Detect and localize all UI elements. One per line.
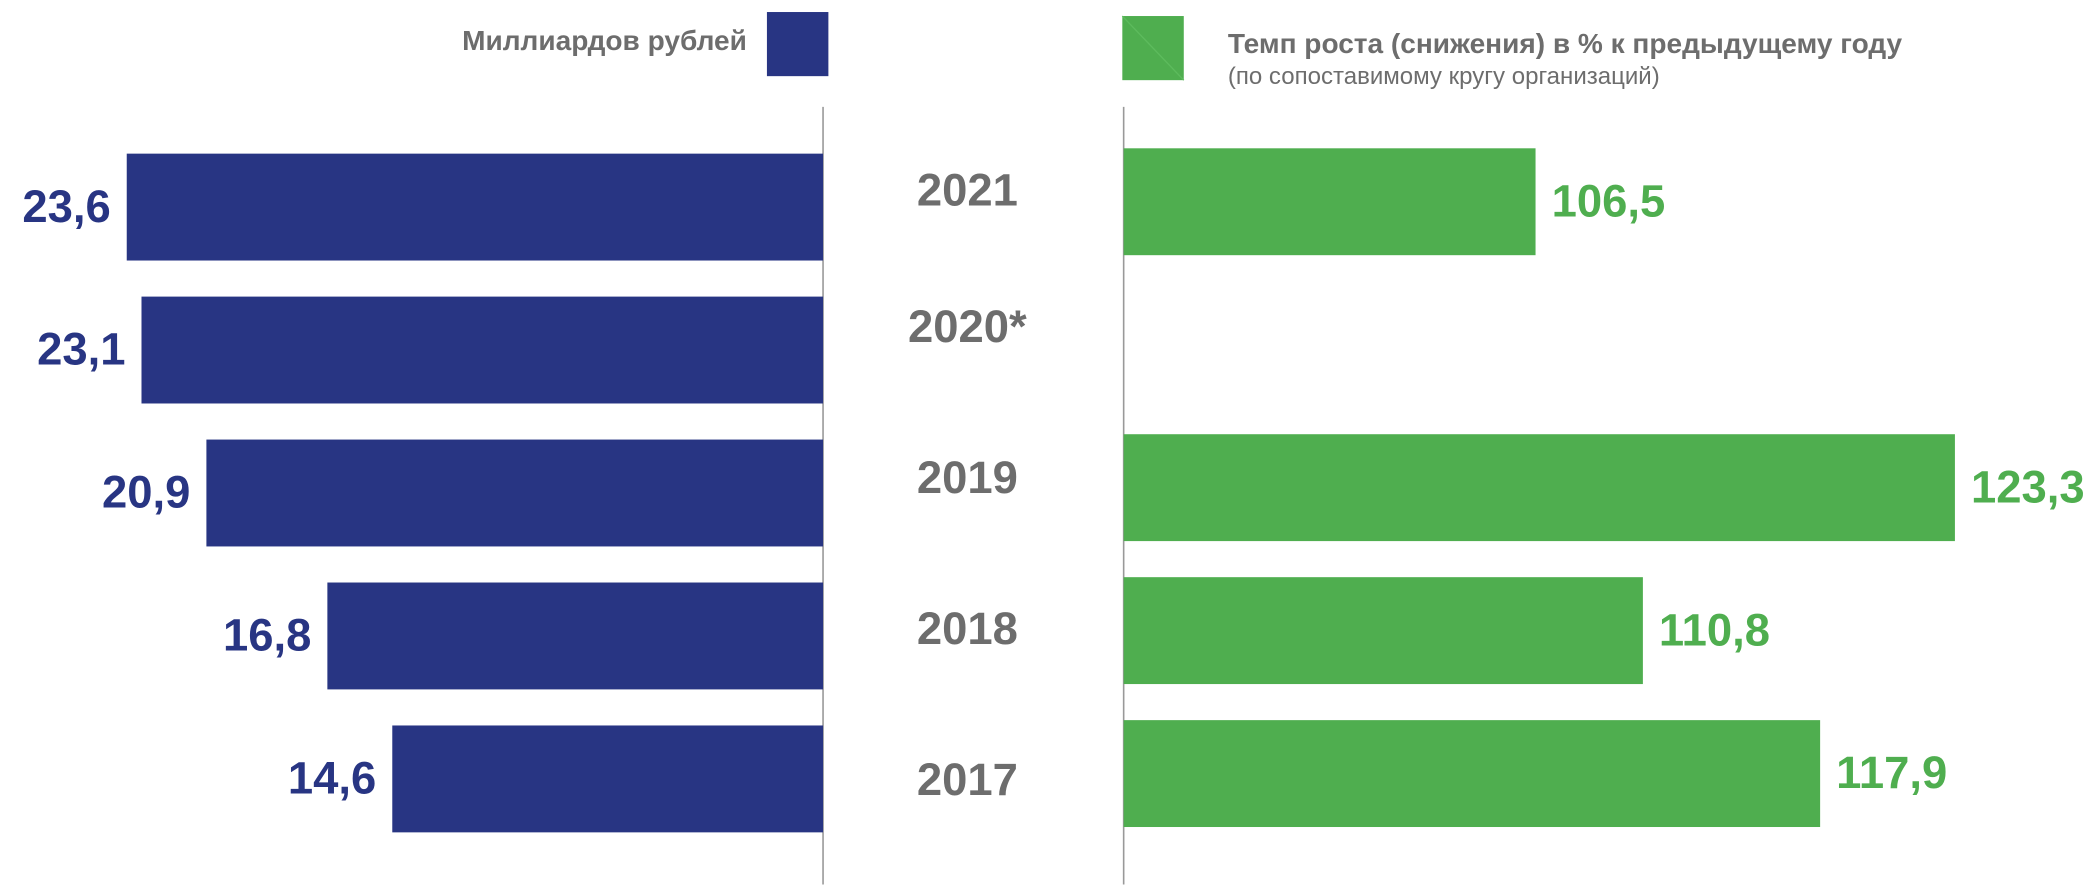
legend-label: Миллиардов рублей [462,25,747,56]
bar [392,725,824,833]
legend-label: Темп роста (снижения) в % к предыдущему … [1228,28,1903,59]
bar [1123,720,1821,828]
value-label: 23,6 [22,181,110,232]
value-label: 16,8 [223,610,311,661]
category-label: 2018 [917,603,1018,654]
bar [126,153,824,261]
legend-swatch-edge [1121,15,1185,81]
bar [1123,434,1955,542]
category-label: 2021 [917,165,1018,216]
bar [206,439,824,547]
value-label: 106,5 [1552,175,1666,226]
value-label: 117,9 [1836,747,1947,798]
bar [1123,577,1643,685]
category-label: 2017 [917,754,1018,805]
legend-swatch [766,12,829,77]
category-label: 2019 [917,452,1018,503]
bar [327,582,824,690]
legend-note: (по сопоставимому кругу организаций) [1228,63,1660,90]
value-label: 20,9 [102,467,190,518]
value-label: 23,1 [37,324,125,375]
category-label: 2020* [908,301,1027,352]
bar [141,296,824,404]
value-label: 123,3 [1971,461,2085,512]
value-label: 14,6 [288,753,376,804]
bar [1123,148,1536,256]
value-label: 110,8 [1659,604,1770,655]
